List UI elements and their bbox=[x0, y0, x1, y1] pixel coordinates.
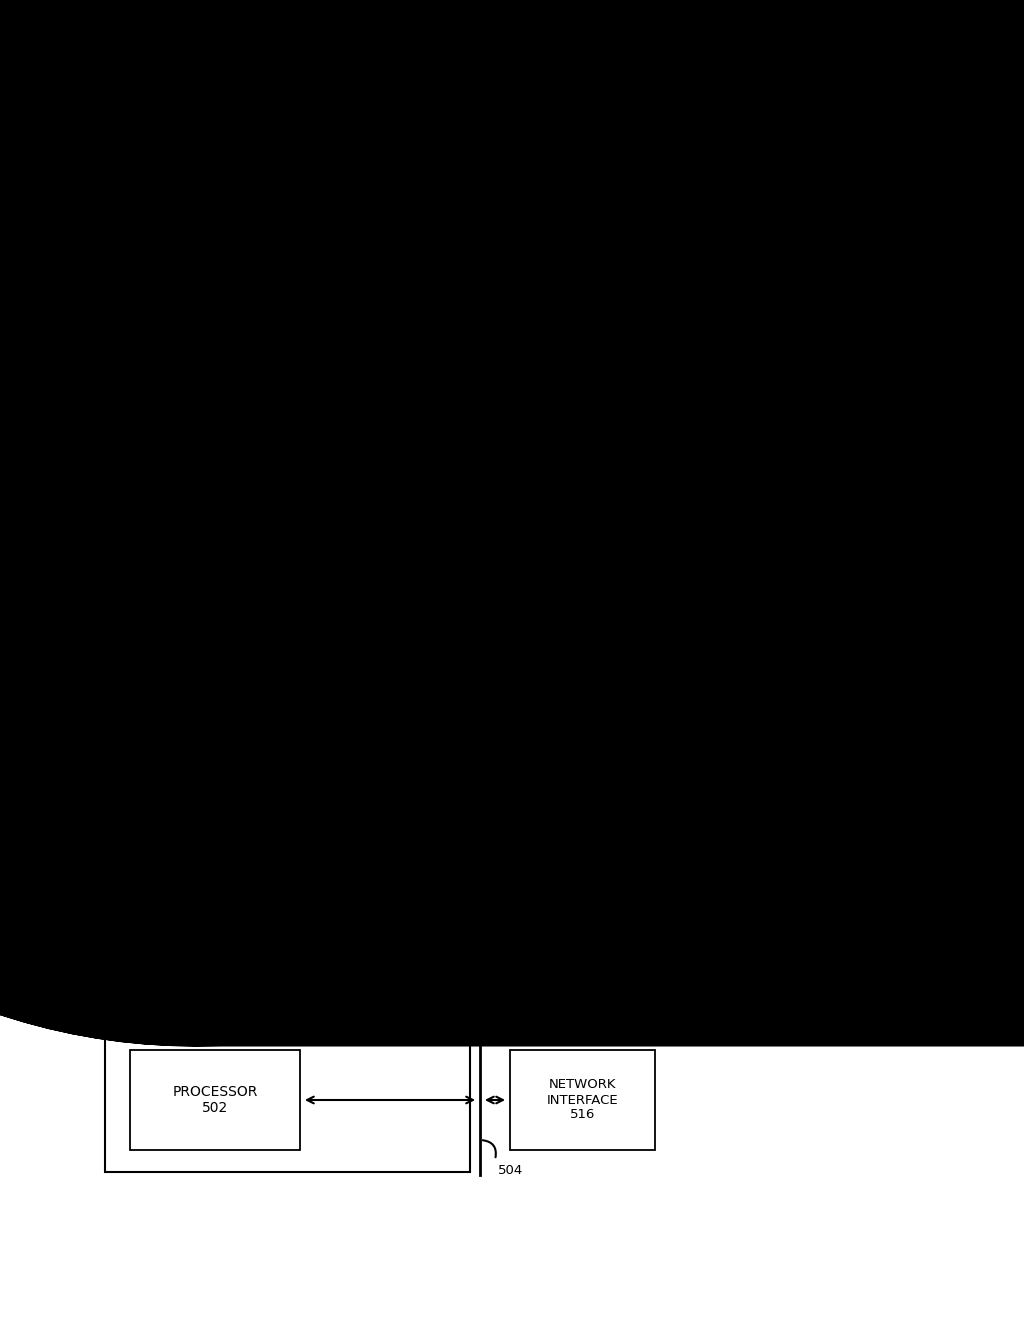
Text: REMOVABLE
STORAGE
UNIT
514: REMOVABLE STORAGE UNIT 514 bbox=[61, 396, 133, 454]
Text: PROCESSOR
502: PROCESSOR 502 bbox=[172, 1085, 258, 1115]
Text: KEYBOARD
518: KEYBOARD 518 bbox=[545, 615, 621, 645]
Text: MAIN
MEMORY
506: MAIN MEMORY 506 bbox=[184, 822, 246, 869]
Bar bbox=[510, 579, 655, 680]
Text: REMOVABLE
STORAGE DRIVE
512: REMOVABLE STORAGE DRIVE 512 bbox=[221, 404, 324, 446]
Bar bbox=[130, 1049, 300, 1150]
Text: 504: 504 bbox=[498, 1163, 523, 1176]
Bar bbox=[105, 121, 470, 1172]
Text: NETWORK
INTERFACE
516: NETWORK INTERFACE 516 bbox=[547, 1078, 618, 1122]
Bar bbox=[200, 370, 345, 480]
Text: FIG. 5: FIG. 5 bbox=[757, 729, 903, 771]
Text: Patent Application Publication: Patent Application Publication bbox=[75, 38, 314, 51]
Bar bbox=[720, 360, 845, 459]
Bar bbox=[200, 570, 345, 671]
Text: MOUSE
520: MOUSE 520 bbox=[557, 836, 608, 865]
Text: DISPLAY
522: DISPLAY 522 bbox=[754, 395, 811, 425]
Bar bbox=[40, 370, 155, 480]
Bar bbox=[510, 360, 655, 459]
Text: DISPLAY
ADAPTER
524: DISPLAY ADAPTER 524 bbox=[552, 388, 613, 432]
Text: 508: 508 bbox=[234, 117, 260, 129]
Text: Aug. 4, 2011   Sheet 6 of 6: Aug. 4, 2011 Sheet 6 of 6 bbox=[337, 38, 544, 51]
Text: 500: 500 bbox=[62, 767, 88, 780]
Bar bbox=[130, 789, 300, 900]
Bar bbox=[175, 150, 465, 700]
Text: HARD DISK
DRIVE
510: HARD DISK DRIVE 510 bbox=[236, 598, 309, 642]
Text: US 2011/0191854 A1: US 2011/0191854 A1 bbox=[796, 38, 961, 51]
Bar bbox=[510, 800, 655, 900]
Bar bbox=[510, 1049, 655, 1150]
